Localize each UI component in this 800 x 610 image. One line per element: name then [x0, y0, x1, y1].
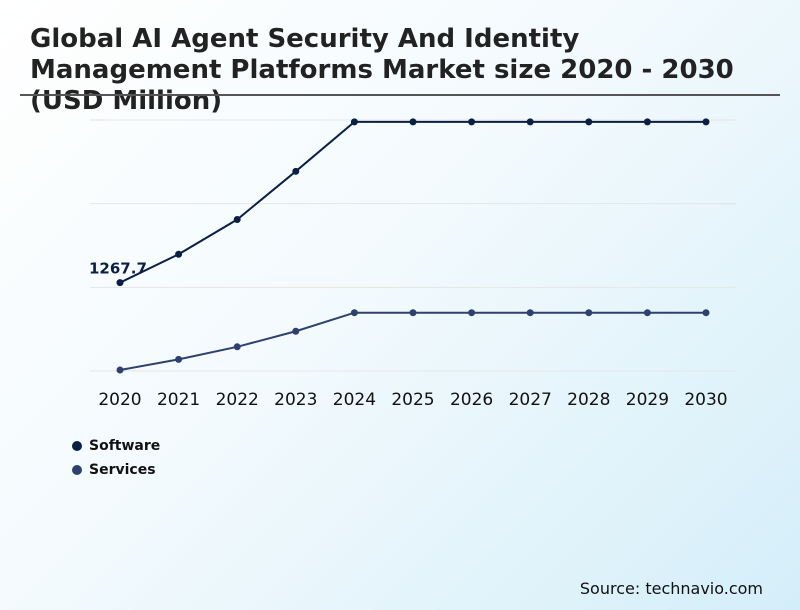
gridlines [90, 119, 736, 372]
x-tick-label: 2027 [509, 390, 552, 410]
data-point-software [175, 250, 183, 258]
data-point-services [409, 309, 417, 317]
data-point-services [292, 327, 300, 335]
data-point-services [585, 309, 593, 317]
data-point-software [468, 118, 476, 126]
data-point-services [350, 309, 358, 317]
legend: Software Services [72, 434, 160, 482]
data-point-software [643, 118, 651, 126]
series-group [116, 118, 710, 374]
legend-item-software: Software [72, 434, 160, 458]
legend-item-services: Services [72, 458, 160, 482]
x-tick-label: 2025 [391, 390, 434, 410]
title-divider [20, 94, 780, 96]
legend-label-software: Software [89, 438, 161, 454]
data-point-software [702, 118, 710, 126]
chart-title: Global AI Agent Security And Identity Ma… [30, 24, 734, 116]
data-point-services [468, 309, 476, 317]
x-tick-label: 2028 [567, 390, 610, 410]
data-point-services [175, 355, 183, 363]
data-point-software [409, 118, 417, 126]
data-point-services [116, 366, 124, 374]
x-tick-label: 2026 [450, 390, 493, 410]
data-point-software [116, 279, 124, 287]
legend-marker-software [72, 441, 82, 451]
x-tick-label: 2021 [157, 390, 200, 410]
x-tick-label: 2022 [216, 390, 259, 410]
x-tick-label: 2024 [333, 390, 376, 410]
legend-marker-services [72, 465, 82, 475]
data-point-software [350, 118, 358, 126]
data-point-software [585, 118, 593, 126]
data-point-services [702, 309, 710, 317]
data-point-services [526, 309, 534, 317]
series-line-services [119, 311, 706, 372]
data-point-software [292, 167, 300, 175]
data-point-software [526, 118, 534, 126]
x-tick-label: 2029 [626, 390, 669, 410]
data-label: 1267.7 [89, 260, 147, 278]
data-point-services [233, 343, 241, 351]
legend-label-services: Services [89, 462, 156, 478]
data-point-software [233, 215, 241, 223]
series-line-software [119, 120, 706, 284]
x-tick-label: 2020 [98, 390, 141, 410]
labels-group: 2020 2021 2022 2023 2024 2025 2026 2027 2028 2029… [89, 260, 728, 410]
data-point-services [643, 309, 651, 317]
source-credit: Source: technavio.com [579, 579, 763, 598]
x-tick-label: 2030 [684, 390, 727, 410]
x-tick-label: 2023 [274, 390, 317, 410]
